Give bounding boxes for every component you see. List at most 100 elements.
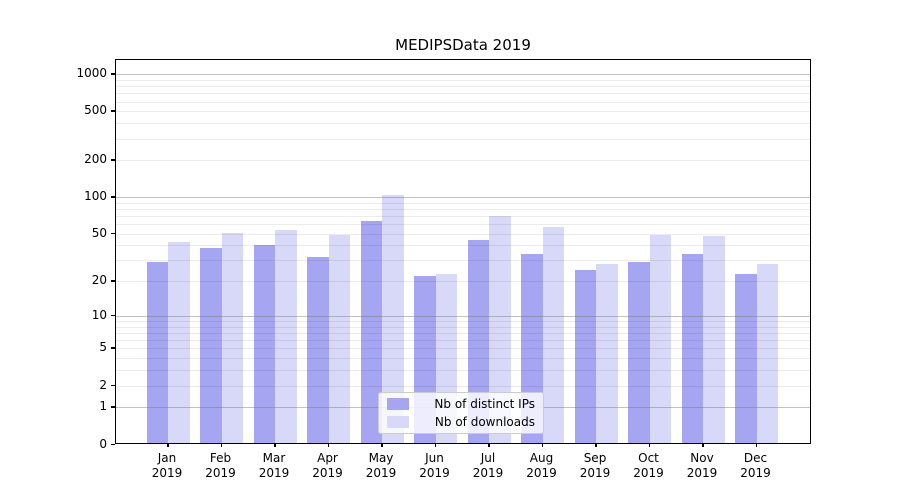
y-tick-mark-10 bbox=[111, 314, 115, 317]
legend: Nb of distinct IPs Nb of downloads bbox=[378, 392, 544, 434]
minor-gridline-40 bbox=[116, 245, 810, 247]
minor-gridline-700 bbox=[116, 93, 810, 95]
x-tick-label-nov: Nov 2019 bbox=[686, 451, 718, 480]
y-tick-label-0: 0 bbox=[99, 436, 107, 451]
y-tick-mark-1000 bbox=[111, 73, 115, 75]
x-tick-mark-feb bbox=[220, 443, 222, 447]
minor-gridline-9 bbox=[116, 321, 810, 323]
chart-title: MEDIPSData 2019 bbox=[395, 36, 531, 54]
y-tick-mark-50 bbox=[111, 232, 115, 235]
legend-label-ips: Nb of distinct IPs bbox=[434, 397, 535, 411]
x-tick-label-oct: Oct 2019 bbox=[633, 451, 664, 480]
bar-downloads-sep bbox=[596, 264, 618, 443]
bar-downloads-dec bbox=[756, 264, 778, 443]
major-gridline-10 bbox=[116, 315, 810, 317]
legend-label-downloads: Nb of downloads bbox=[434, 415, 535, 429]
bar-downloads-apr bbox=[328, 234, 350, 443]
bar-downloads-aug bbox=[542, 226, 564, 443]
y-tick-mark-5 bbox=[111, 347, 115, 349]
bar-downloads-mar bbox=[275, 229, 297, 443]
major-gridline-1000 bbox=[116, 74, 810, 76]
x-tick-label-jun: Jun 2019 bbox=[419, 451, 450, 480]
y-tick-label-10: 10 bbox=[91, 307, 107, 322]
bar-ips-dec bbox=[735, 274, 757, 443]
x-tick-mark-sep bbox=[595, 443, 597, 447]
minor-gridline-8 bbox=[116, 326, 810, 328]
minor-gridline-500 bbox=[116, 111, 810, 113]
x-tick-mark-may bbox=[381, 443, 383, 447]
y-tick-label-1: 1 bbox=[99, 399, 107, 414]
y-tick-label-50: 50 bbox=[91, 225, 107, 240]
legend-row-ips: Nb of distinct IPs bbox=[387, 397, 535, 411]
y-tick-mark-500 bbox=[111, 110, 115, 112]
bar-downloads-may bbox=[382, 194, 404, 443]
x-tick-mark-apr bbox=[327, 443, 329, 447]
minor-gridline-80 bbox=[116, 208, 810, 210]
minor-gridline-7 bbox=[116, 333, 810, 335]
x-tick-mark-jul bbox=[488, 443, 490, 447]
minor-gridline-200 bbox=[116, 160, 810, 162]
bar-ips-sep bbox=[574, 269, 596, 443]
x-tick-mark-mar bbox=[274, 443, 276, 447]
x-tick-mark-nov bbox=[702, 443, 704, 447]
x-tick-mark-aug bbox=[541, 443, 543, 447]
minor-gridline-6 bbox=[116, 340, 810, 342]
y-tick-mark-0 bbox=[111, 443, 115, 445]
y-tick-mark-20 bbox=[111, 280, 115, 282]
major-gridline-100 bbox=[116, 197, 810, 199]
minor-gridline-90 bbox=[116, 202, 810, 204]
x-tick-mark-jun bbox=[434, 443, 436, 447]
minor-gridline-400 bbox=[116, 123, 810, 125]
y-tick-mark-100 bbox=[111, 196, 115, 198]
legend-swatch-downloads bbox=[387, 416, 409, 428]
x-tick-label-apr: Apr 2019 bbox=[312, 451, 343, 480]
minor-gridline-2 bbox=[116, 385, 810, 387]
y-tick-label-1000: 1000 bbox=[76, 66, 107, 81]
y-tick-mark-2 bbox=[111, 384, 115, 387]
x-tick-label-feb: Feb 2019 bbox=[205, 451, 236, 480]
legend-swatch-ips bbox=[387, 398, 409, 410]
y-tick-label-20: 20 bbox=[91, 273, 107, 288]
bar-downloads-oct bbox=[649, 234, 671, 443]
bar-ips-may bbox=[360, 220, 382, 443]
minor-gridline-800 bbox=[116, 86, 810, 88]
minor-gridline-70 bbox=[116, 216, 810, 218]
y-tick-label-100: 100 bbox=[84, 189, 107, 204]
minor-gridline-20 bbox=[116, 281, 810, 283]
minor-gridline-50 bbox=[116, 233, 810, 235]
minor-gridline-600 bbox=[116, 101, 810, 103]
y-tick-label-5: 5 bbox=[99, 340, 107, 355]
plot-area: Nb of distinct IPs Nb of downloads bbox=[115, 59, 811, 444]
x-tick-mark-dec bbox=[755, 443, 757, 447]
bar-ips-feb bbox=[200, 248, 222, 443]
y-tick-mark-1 bbox=[111, 406, 115, 408]
x-tick-mark-oct bbox=[648, 443, 650, 447]
x-tick-mark-jan bbox=[167, 443, 169, 447]
bar-downloads-jul bbox=[489, 216, 511, 443]
minor-gridline-5 bbox=[116, 348, 810, 350]
legend-row-downloads: Nb of downloads bbox=[387, 415, 535, 429]
x-tick-label-dec: Dec 2019 bbox=[740, 451, 771, 480]
y-tick-label-200: 200 bbox=[84, 152, 107, 167]
minor-gridline-60 bbox=[116, 224, 810, 226]
minor-gridline-4 bbox=[116, 358, 810, 360]
y-tick-mark-200 bbox=[111, 159, 115, 161]
bar-downloads-jan bbox=[168, 241, 190, 443]
bar-ips-mar bbox=[253, 245, 275, 443]
x-tick-label-mar: Mar 2019 bbox=[258, 451, 290, 480]
x-tick-label-jul: Jul 2019 bbox=[472, 451, 504, 480]
bar-ips-oct bbox=[628, 262, 650, 443]
x-tick-label-aug: Aug 2019 bbox=[526, 451, 557, 480]
minor-gridline-3 bbox=[116, 370, 810, 372]
bar-downloads-feb bbox=[221, 232, 243, 443]
y-tick-label-2: 2 bbox=[99, 377, 107, 392]
bar-ips-nov bbox=[681, 253, 703, 443]
x-tick-label-may: May 2019 bbox=[365, 451, 397, 480]
x-tick-label-jan: Jan 2019 bbox=[151, 451, 183, 480]
bar-ips-jan bbox=[146, 262, 168, 443]
minor-gridline-900 bbox=[116, 79, 810, 81]
x-tick-label-sep: Sep 2019 bbox=[579, 451, 611, 480]
minor-gridline-300 bbox=[116, 138, 810, 140]
bar-ips-apr bbox=[307, 257, 329, 443]
